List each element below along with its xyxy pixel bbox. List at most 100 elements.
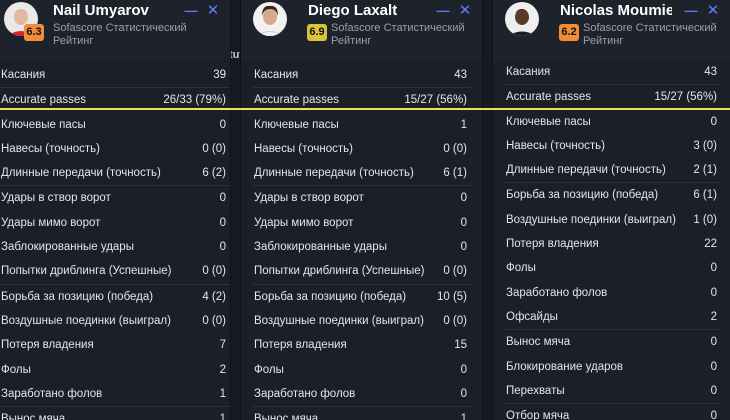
stats-list: Касания 39 Accurate passes 26/33 (79%) Ключе… bbox=[0, 63, 230, 420]
stat-row: Блокирование ударов 0 bbox=[505, 355, 721, 379]
stat-label: Касания bbox=[506, 66, 551, 78]
stat-value: 0 bbox=[460, 192, 467, 205]
stat-label: Фолы bbox=[1, 363, 31, 376]
stat-label: Перехваты bbox=[506, 384, 565, 397]
stat-value: 43 bbox=[454, 69, 467, 81]
stat-value: 1 bbox=[219, 413, 226, 420]
stat-value: 0 bbox=[460, 216, 467, 229]
stat-label: Вынос мяча bbox=[1, 413, 66, 420]
stat-row: Навесы (точность) 0 (0) bbox=[0, 137, 230, 161]
stat-row: Касания 43 bbox=[505, 60, 721, 84]
stat-value: 0 bbox=[710, 336, 717, 349]
stat-label: Заработано фолов bbox=[254, 387, 356, 400]
stat-value: 15 bbox=[454, 339, 467, 352]
minimize-icon[interactable]: — bbox=[184, 3, 198, 18]
stat-value: 43 bbox=[704, 66, 717, 78]
stat-value: 0 (0) bbox=[202, 142, 226, 155]
stat-row: Удары в створ ворот 0 bbox=[0, 185, 230, 210]
stat-row: Фолы 0 bbox=[505, 256, 721, 280]
player-card-umyarov: 6.3 Nail Umyarov Sofascore Статистически… bbox=[0, 0, 230, 420]
stat-value: 0 (0) bbox=[202, 314, 226, 327]
stat-value: 10 (5) bbox=[436, 290, 467, 303]
stat-value: 0 bbox=[219, 241, 226, 254]
stat-value: 0 bbox=[710, 115, 717, 128]
close-icon[interactable]: ✕ bbox=[206, 2, 220, 19]
rating-caption: Sofascore Статистический Рейтинг bbox=[331, 22, 465, 47]
rating-badge: 6.3 bbox=[24, 24, 44, 41]
minimize-icon[interactable]: — bbox=[436, 3, 450, 18]
player-name: Nicolas Moumie ... bbox=[560, 2, 672, 19]
stat-label: Отбор мяча bbox=[506, 410, 570, 420]
stat-row: Воздушные поединки (выиграл) 1 (0) bbox=[505, 208, 721, 232]
stat-row: Фолы 2 bbox=[0, 358, 230, 382]
stat-row: Заработано фолов 0 bbox=[505, 281, 721, 305]
stat-row: Удары мимо ворот 0 bbox=[253, 211, 471, 235]
stat-row: Вынос мяча 1 bbox=[253, 406, 471, 420]
stat-row: Ключевые пасы 1 bbox=[253, 113, 471, 137]
stat-label: Борьба за позицию (победа) bbox=[506, 189, 659, 202]
stat-value: 15/27 (56%) bbox=[404, 94, 467, 107]
stat-label: Удары в створ ворот bbox=[1, 192, 111, 205]
stat-value: 0 bbox=[710, 286, 717, 299]
minimize-icon[interactable]: — bbox=[684, 3, 698, 18]
stat-row: Заблокированные удары 0 bbox=[0, 235, 230, 259]
close-icon[interactable]: ✕ bbox=[706, 2, 720, 19]
stat-label: Борьба за позицию (победа) bbox=[254, 290, 407, 303]
player-name: Nail Umyarov bbox=[53, 2, 149, 19]
close-icon[interactable]: ✕ bbox=[458, 2, 472, 19]
player-header: 6.2 Nicolas Moumie ... Sofascore Статист… bbox=[493, 0, 730, 60]
stat-value: 1 bbox=[460, 413, 467, 420]
stat-row: Длинные передачи (точность) 6 (2) bbox=[0, 161, 230, 185]
stat-label: Accurate passes bbox=[1, 94, 87, 107]
stat-row: Заработано фолов 0 bbox=[253, 382, 471, 406]
stat-row: Борьба за позицию (победа) 4 (2) bbox=[0, 283, 230, 309]
stat-value: 0 bbox=[219, 118, 226, 131]
stat-row: Удары в створ ворот 0 bbox=[253, 185, 471, 210]
stat-value: 4 (2) bbox=[202, 290, 226, 303]
stat-label: Ключевые пасы bbox=[1, 118, 86, 131]
stat-row: Потеря владения 15 bbox=[253, 333, 471, 357]
stat-label: Вынос мяча bbox=[254, 413, 319, 420]
stat-row: Попытки дриблинга (Успешные) 0 (0) bbox=[0, 259, 230, 283]
stat-label: Заработано фолов bbox=[506, 286, 608, 299]
avatar bbox=[253, 2, 287, 36]
player-card-laxalt: 6.9 Diego Laxalt Sofascore Статистически… bbox=[241, 0, 482, 420]
stat-row: Воздушные поединки (выиграл) 0 (0) bbox=[253, 309, 471, 333]
stat-label: Удары мимо ворот bbox=[254, 216, 354, 229]
stat-label: Попытки дриблинга (Успешные) bbox=[254, 265, 425, 278]
stat-label: Заблокированные удары bbox=[1, 241, 134, 254]
stat-value: 0 (0) bbox=[443, 142, 467, 155]
stat-label: Навесы (точность) bbox=[254, 142, 353, 155]
stat-row: Офсайды 2 bbox=[505, 305, 721, 329]
stat-value: 0 bbox=[710, 360, 717, 373]
stat-value: 0 bbox=[710, 384, 717, 397]
player-name: Diego Laxalt bbox=[308, 2, 398, 19]
stat-value: 0 (0) bbox=[202, 265, 226, 278]
stat-label: Потеря владения bbox=[1, 339, 94, 352]
player-header: 6.3 Nail Umyarov Sofascore Статистически… bbox=[0, 0, 230, 60]
stat-value: 39 bbox=[213, 69, 226, 81]
stat-label: Ключевые пасы bbox=[254, 118, 339, 131]
stat-value: 1 bbox=[219, 387, 226, 400]
stat-row: Фолы 0 bbox=[253, 358, 471, 382]
stat-label: Удары в створ ворот bbox=[254, 192, 364, 205]
stat-row: Потеря владения 7 bbox=[0, 333, 230, 357]
stat-label: Потеря владения bbox=[506, 238, 599, 251]
stat-label: Accurate passes bbox=[506, 91, 592, 104]
stat-value: 0 bbox=[460, 387, 467, 400]
stat-row: Accurate passes 26/33 (79%) bbox=[0, 87, 230, 112]
stat-value: 1 bbox=[460, 118, 467, 131]
stat-value: 26/33 (79%) bbox=[163, 94, 226, 107]
stat-value: 15/27 (56%) bbox=[654, 91, 717, 104]
stat-label: Навесы (точность) bbox=[1, 142, 100, 155]
stat-label: Навесы (точность) bbox=[506, 139, 605, 152]
stat-label: Офсайды bbox=[506, 310, 558, 323]
player-header: 6.9 Diego Laxalt Sofascore Статистически… bbox=[241, 0, 482, 60]
stat-label: Удары мимо ворот bbox=[1, 216, 101, 229]
stat-value: 0 bbox=[460, 363, 467, 376]
stat-row: Вынос мяча 0 bbox=[505, 329, 721, 354]
avatar bbox=[505, 2, 539, 36]
stat-label: Касания bbox=[1, 69, 46, 81]
stat-row: Удары мимо ворот 0 bbox=[0, 211, 230, 235]
stat-value: 6 (1) bbox=[693, 189, 717, 202]
